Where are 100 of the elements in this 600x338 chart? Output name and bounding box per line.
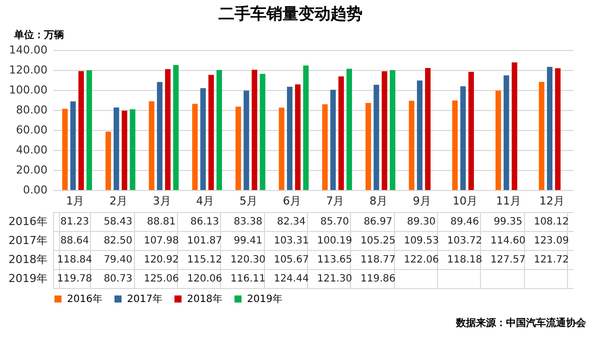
data-label: 86.13	[190, 216, 219, 228]
chart-title: 二手车销量变动趋势	[218, 4, 363, 23]
text: 2018年	[8, 253, 48, 266]
data-label: 80.73	[104, 274, 132, 284]
bar	[555, 68, 561, 190]
bar	[244, 90, 250, 190]
bar	[504, 75, 510, 190]
x-tick-label: 12月	[539, 194, 564, 208]
data-label: 108.12	[534, 216, 569, 228]
y-tick-label: 140.00	[9, 44, 48, 56]
bar	[252, 70, 258, 190]
bar	[278, 108, 284, 190]
text: 2017年	[8, 234, 48, 247]
data-label: 122.06	[404, 254, 439, 266]
bar	[512, 62, 518, 190]
bar	[260, 74, 266, 190]
x-tick-label: 2月	[110, 194, 128, 208]
x-tick-label: 4月	[196, 194, 214, 208]
data-label: 86.97	[364, 216, 392, 228]
data-label: 120.06	[187, 274, 222, 284]
data-label: 101.87	[187, 236, 222, 246]
bar	[130, 109, 136, 190]
bar	[468, 72, 474, 190]
bar	[382, 71, 388, 190]
bar	[330, 90, 336, 190]
data-label: 119.78	[57, 274, 92, 284]
data-label: 99.35	[494, 216, 522, 228]
x-tick-label: 1月	[66, 194, 84, 208]
data-label: 107.98	[144, 236, 179, 246]
data-label: 125.06	[144, 274, 179, 284]
bar	[62, 108, 68, 190]
data-label: 118.77	[360, 254, 396, 266]
x-tick-label: 3月	[152, 194, 171, 208]
y-tick-label: 100.00	[9, 84, 48, 96]
data-label: 121.30	[317, 274, 352, 284]
data-label: 116.11	[230, 274, 266, 284]
data-label: 89.46	[450, 216, 479, 228]
data-label: 115.12	[187, 254, 222, 266]
bar	[295, 84, 301, 190]
bar	[303, 66, 309, 190]
data-label: 99.41	[234, 236, 262, 246]
data-label: 82.34	[277, 216, 306, 228]
data-label: 109.53	[404, 236, 439, 246]
data-label: 127.57	[490, 254, 526, 266]
data-label: 120.92	[144, 254, 179, 266]
y-tick-label: 60.00	[16, 124, 48, 136]
bar	[122, 110, 128, 190]
data-label: 105.67	[274, 254, 309, 266]
data-label: 113.65	[317, 254, 352, 266]
x-tick-label: 5月	[240, 194, 258, 208]
bar	[374, 84, 380, 190]
data-label: 103.31	[274, 236, 309, 246]
bar	[416, 80, 422, 190]
legend-label: 2017年	[127, 293, 162, 305]
legend-label: 2016年	[67, 293, 102, 305]
text: 2019年	[8, 272, 48, 285]
bar	[546, 66, 552, 190]
bar	[208, 74, 214, 190]
data-label: 114.60	[490, 236, 526, 246]
data-label: 105.25	[360, 236, 396, 246]
data-label: 103.72	[447, 236, 482, 246]
bar	[322, 104, 328, 190]
data-label: 81.23	[60, 216, 89, 228]
bar	[460, 86, 466, 190]
y-axis-title: 单位：万辆	[14, 28, 64, 42]
bar	[216, 70, 222, 190]
bar	[496, 90, 502, 190]
data-label: 88.81	[147, 216, 176, 228]
bar	[236, 106, 242, 190]
bar	[165, 69, 171, 190]
legend-label: 2019年	[247, 293, 282, 305]
data-label: 85.70	[320, 216, 349, 228]
bar	[452, 100, 458, 190]
bar	[106, 132, 112, 190]
y-tick-label: 80.00	[16, 104, 48, 116]
bar	[86, 70, 92, 190]
legend-label: 2018年	[187, 293, 222, 305]
data-label: 118.18	[447, 254, 482, 266]
bar	[286, 86, 292, 190]
text: 2016年	[8, 215, 48, 228]
data-label: 121.72	[534, 254, 569, 266]
bar	[200, 88, 206, 190]
data-label: 88.64	[60, 236, 89, 246]
x-tick-label: 9月	[412, 194, 431, 208]
data-label: 119.86	[360, 274, 396, 284]
x-tick-label: 6月	[282, 194, 301, 208]
data-label: 83.38	[234, 216, 262, 228]
data-label: 123.09	[534, 236, 569, 246]
data-label: 58.43	[104, 216, 132, 228]
y-tick-label: 120.00	[9, 64, 48, 76]
bar	[538, 82, 544, 190]
bar	[70, 101, 76, 190]
y-tick-label: 40.00	[16, 144, 48, 156]
x-tick-label: 10月	[452, 194, 478, 208]
source-note: 数据来源：中国汽车流通协会	[456, 316, 586, 330]
x-tick-label: 11月	[496, 194, 521, 208]
x-tick-label: 8月	[370, 194, 388, 208]
bar	[173, 64, 179, 190]
bar	[78, 71, 84, 190]
bar	[338, 76, 344, 190]
